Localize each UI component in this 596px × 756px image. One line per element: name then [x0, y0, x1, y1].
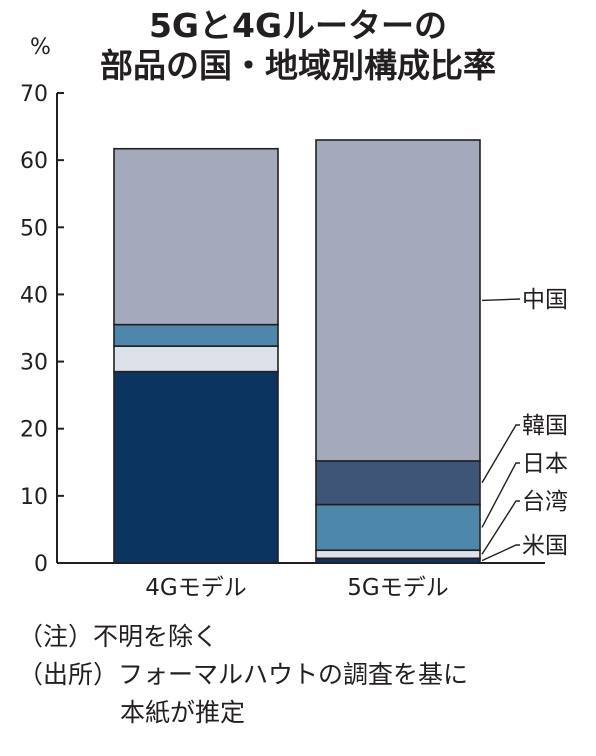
series-label-korea: 韓国 — [522, 413, 568, 439]
y-tick-label: 10 — [20, 485, 48, 510]
leader-line-china — [481, 298, 521, 302]
leader-line-taiwan — [481, 500, 520, 555]
bar-segment-us — [113, 370, 279, 564]
y-axis-unit: % — [30, 35, 51, 60]
y-tick-label: 40 — [20, 283, 48, 308]
source-text-line1: （出所）フォーマルハウトの調査を基に — [18, 660, 469, 689]
series-label-japan: 日本 — [522, 451, 568, 477]
bars: 4Gモデル 5Gモデル — [113, 139, 481, 601]
bar-segment-china — [315, 139, 481, 462]
note-text: （注）不明を除く — [18, 622, 219, 651]
y-tick-label: 70 — [20, 82, 48, 107]
series-label-china: 中国 — [522, 287, 568, 313]
bar-segment-korea — [315, 460, 481, 506]
series-label-us: 米国 — [522, 533, 568, 559]
bar-segment-japan — [113, 323, 279, 347]
leader-line-us — [481, 544, 520, 562]
series-label-taiwan: 台湾 — [522, 489, 568, 515]
stacked-bar-chart: % 0 10 20 30 40 50 60 70 4Gモデル 5Gモデル 米国 台湾 日本 韓国 中国 — [20, 35, 568, 601]
footnotes: （注）不明を除く （出所）フォーマルハウトの調査を基に 本紙が推定 — [18, 618, 588, 732]
y-tick-label: 20 — [20, 418, 48, 443]
y-tick-label: 0 — [34, 552, 48, 577]
y-axis: % 0 10 20 30 40 50 60 70 — [20, 35, 545, 577]
chart-title-line1: 5Gと4Gルーターの — [148, 6, 448, 45]
leader-line-japan — [481, 462, 520, 528]
source-text-line2: 本紙が推定 — [120, 698, 246, 727]
chart-title-line2: 部品の国・地域別構成比率 — [100, 46, 496, 85]
y-tick-label: 60 — [20, 149, 48, 174]
category-label: 5Gモデル — [347, 575, 448, 601]
bar-segment-taiwan — [315, 549, 481, 560]
y-tick-label: 30 — [20, 351, 48, 376]
bar-segment-china — [113, 147, 279, 326]
leader-line-korea — [481, 424, 520, 484]
series-labels: 米国 台湾 日本 韓国 中国 — [481, 287, 568, 562]
y-tick-label: 50 — [20, 216, 48, 241]
chart-title: 5Gと4Gルーターの 部品の国・地域別構成比率 — [0, 6, 596, 86]
bar-segment-taiwan — [113, 345, 279, 373]
category-label: 4Gモデル — [145, 575, 246, 601]
bar-segment-japan — [315, 503, 481, 552]
